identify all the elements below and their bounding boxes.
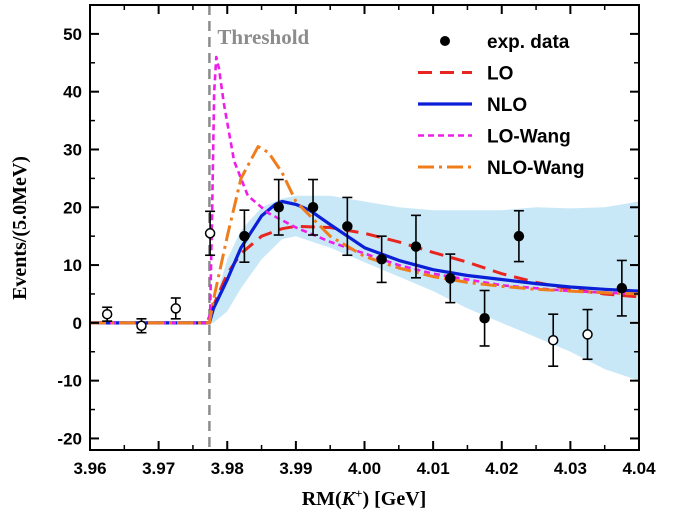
filled-point	[616, 282, 628, 294]
filled-point	[307, 202, 319, 213]
open-point	[582, 329, 593, 340]
data-point	[204, 210, 216, 257]
filled-point	[479, 312, 490, 324]
legend: exp. data LO NLO LO-Wang NLO-Wang	[418, 32, 584, 179]
legend-item-nlo: NLO	[418, 95, 527, 116]
y-tick-label: 20	[63, 198, 82, 217]
legend-item-nlo-wang: NLO-Wang	[418, 158, 584, 179]
legend-label: NLO	[487, 95, 527, 116]
filled-point	[513, 230, 525, 242]
x-tick-label: 3.98	[211, 459, 244, 478]
data-point	[239, 209, 250, 263]
x-tick-label: 4.01	[417, 459, 450, 478]
data-point	[170, 297, 182, 320]
x-tick-label: 3.96	[73, 459, 106, 478]
data-point	[547, 313, 559, 368]
data-point	[616, 259, 628, 317]
filled-point	[445, 273, 456, 284]
curve-nlo	[90, 199, 639, 325]
legend-label: LO	[487, 64, 513, 85]
legend-label: exp. data	[487, 32, 570, 53]
open-point	[136, 320, 147, 331]
y-tick-label: 10	[63, 256, 82, 275]
data-points-layer	[101, 178, 628, 368]
data-point	[273, 178, 284, 236]
uncertainty-band	[209, 195, 639, 381]
data-point	[479, 289, 490, 347]
open-point	[170, 303, 182, 314]
data-point	[513, 209, 525, 263]
threshold-layer: Threshold	[208, 5, 310, 450]
x-axis-title: RM(K+) [GeV]	[302, 486, 427, 511]
filled-point	[342, 221, 353, 232]
data-point	[136, 318, 147, 334]
legend-marker	[440, 36, 450, 46]
open-point	[101, 308, 113, 320]
x-tick-label: 3.97	[142, 459, 175, 478]
filled-point	[273, 202, 284, 213]
legend-item-lo: LO	[418, 64, 513, 85]
threshold-label: Threshold	[217, 25, 309, 49]
y-tick-label: -20	[57, 429, 82, 448]
y-tick-label: -10	[57, 372, 82, 391]
uncertainty-band-layer	[209, 195, 639, 381]
data-point	[410, 214, 422, 279]
x-tick-label: 4.00	[348, 459, 381, 478]
open-point	[547, 334, 559, 346]
legend-item-lo-wang: LO-Wang	[418, 127, 571, 148]
data-point	[101, 306, 113, 322]
legend-label: NLO-Wang	[487, 158, 584, 179]
data-point	[376, 235, 387, 284]
curve-nlo-wang	[90, 145, 639, 325]
axis-ticks: 3.96 3.97 3.98 3.99 4.00 4.01 4.02 4.03 4.04 -20 -…	[57, 4, 656, 478]
x-axis-title-tail: ) [GeV]	[362, 488, 426, 510]
x-tick-label: 4.02	[485, 459, 518, 478]
x-axis-title-italic: K	[341, 488, 357, 510]
legend-item-exp-data: exp. data	[440, 32, 570, 53]
y-tick-label: 0	[73, 314, 82, 333]
curve-lo-wang	[90, 55, 639, 325]
y-tick-label: 30	[63, 140, 82, 159]
data-point	[582, 308, 593, 361]
open-point	[204, 228, 216, 239]
filled-point	[410, 241, 422, 252]
y-axis-title: Events/(5.0MeV)	[9, 156, 31, 300]
x-tick-label: 4.03	[554, 459, 587, 478]
data-point	[342, 196, 353, 257]
y-tick-label: 50	[63, 25, 82, 44]
x-tick-label: 3.99	[279, 459, 312, 478]
x-axis-title-sup: +	[355, 486, 362, 501]
filled-point	[376, 254, 387, 265]
filled-point	[239, 230, 250, 242]
y-tick-label: 40	[63, 83, 82, 102]
data-point	[445, 253, 456, 304]
x-axis-title-main: RM(	[302, 488, 342, 510]
x-tick-label: 4.04	[622, 459, 656, 478]
legend-label: LO-Wang	[487, 127, 571, 148]
data-point	[307, 178, 319, 236]
